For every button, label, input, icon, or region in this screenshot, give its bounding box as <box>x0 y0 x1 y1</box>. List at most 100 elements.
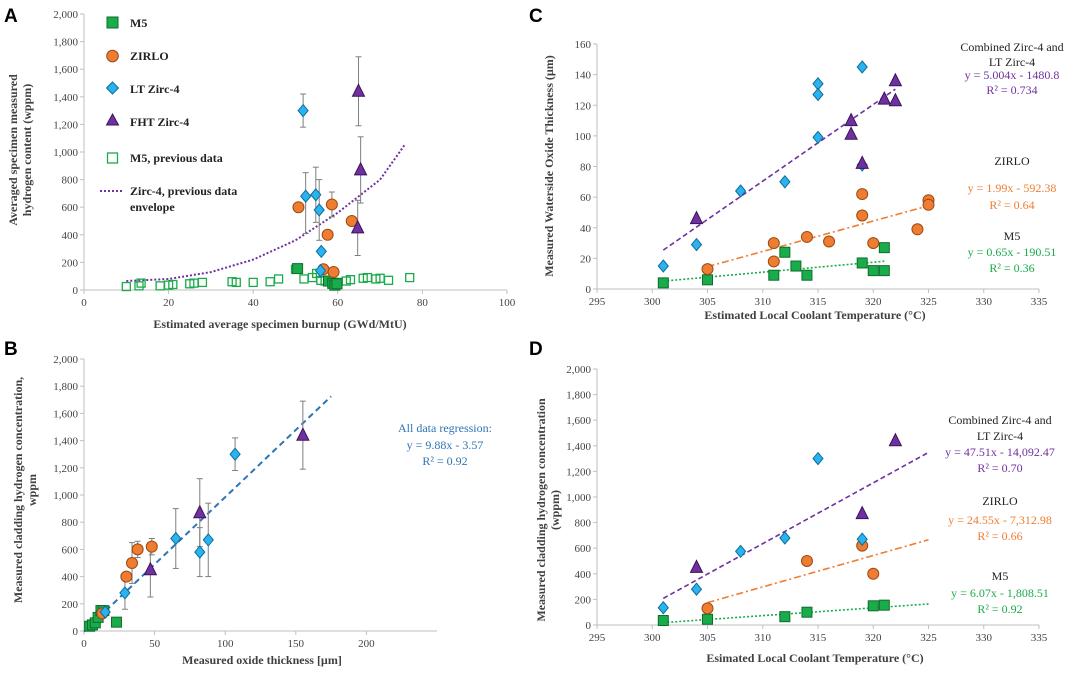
chart-b-point-lt-zirc4 <box>170 531 182 546</box>
chart-d-ann-zirlo-title: ZIRLO <box>982 494 1018 508</box>
chart-b-ytick-label: 1,000 <box>53 490 78 502</box>
chart-b-ytick-label: 0 <box>73 626 79 638</box>
chart-c-point-m5 <box>801 269 813 281</box>
chart-c-xtick-label: 325 <box>920 296 937 308</box>
chart-d-point-lt-zirc4 <box>657 600 669 615</box>
chart-a-xtick-label: 40 <box>248 297 260 309</box>
legend-m5-label: M5 <box>130 16 147 30</box>
chart-a-xtick-label: 80 <box>417 297 429 309</box>
chart-d-ann-m5-r2: R² = 0.92 <box>977 602 1022 616</box>
chart-a-ytick-label: 1,400 <box>53 92 78 104</box>
panel-label-c: C <box>529 6 543 27</box>
chart-d-xtick-label: 295 <box>589 632 606 644</box>
chart-d-ytick-label: 1,800 <box>566 390 591 402</box>
chart-c-ytick-label: 60 <box>580 192 592 204</box>
chart-d-ytick-label: 600 <box>575 543 592 555</box>
chart-c-fit-line-zirlo <box>707 204 929 268</box>
chart-c-point-zirlo <box>701 263 714 276</box>
chart-a-xtick-label: 100 <box>499 297 516 309</box>
chart-a-point-zirlo <box>327 266 340 279</box>
chart-c-xtick-label: 300 <box>644 296 661 308</box>
chart-d-point-zirlo <box>867 567 880 580</box>
chart-a-xtick-label: 20 <box>163 297 175 309</box>
chart-d-point-lt-zirc4 <box>856 532 868 546</box>
chart-a-xtick-label: 0 <box>81 297 87 309</box>
chart-d-ytick-label: 400 <box>575 569 592 581</box>
chart-d-xtick-label: 330 <box>976 632 993 644</box>
chart-c-xtick-label: 295 <box>589 296 606 308</box>
chart-d-point-m5 <box>702 613 713 625</box>
chart-b-ytick-label: 400 <box>62 572 79 584</box>
chart-b-xlabel: Measured oxide thickness [µm] <box>182 653 342 667</box>
chart-b-regression-title: All data regression: <box>398 421 492 435</box>
chart-b-ytick-label: 800 <box>62 517 79 529</box>
chart-d-fit-line-zirc4 <box>662 451 929 600</box>
chart-d-xtick-label: 305 <box>699 632 716 644</box>
chart-a-point-m5-previous <box>197 277 208 288</box>
chart-a-point-m5-previous <box>134 281 144 291</box>
chart-d-point-zirlo <box>701 602 714 615</box>
chart-c-point-m5 <box>867 265 879 277</box>
chart-c-fit-line-zirc4 <box>662 88 896 251</box>
chart-a-point-lt-zirc4 <box>313 203 325 217</box>
chart-c-point-lt-zirc4 <box>812 130 824 145</box>
chart-d-ytick-label: 1,600 <box>566 415 591 427</box>
chart-a-ytick-label: 800 <box>62 175 79 187</box>
chart-b-xtick-label: 100 <box>217 638 234 650</box>
chart-a-point-m5-previous <box>121 281 131 292</box>
chart-d-point-lt-zirc4 <box>812 451 824 466</box>
legend-fht-zirc4-marker <box>105 112 120 126</box>
chart-c-ann-zirc4-r2: R² = 0.734 <box>986 83 1037 97</box>
panel-label-a: A <box>4 6 18 27</box>
chart-c-ann-zirc4-title-1: Combined Zirc-4 and <box>960 40 1063 54</box>
chart-b-xtick-label: 50 <box>149 638 161 650</box>
chart-c-point-fht-zirc4 <box>888 92 903 107</box>
chart-c-ytick-label: 20 <box>580 253 592 265</box>
legend-zirlo-label: ZIRLO <box>130 49 169 63</box>
chart-b-point-zirlo <box>126 557 139 569</box>
chart-a-ytick-label: 1,200 <box>53 119 78 131</box>
chart-a-point-m5-previous <box>136 278 146 288</box>
chart-c-fit-line-m5 <box>663 260 885 282</box>
chart-a-point-m5 <box>292 263 304 275</box>
chart-d-ann-zirc4-title-2: LT Zirc-4 <box>977 429 1023 443</box>
chart-a-point-zirlo <box>292 201 305 214</box>
chart-a-point-m5-previous <box>383 275 394 285</box>
chart-b-ytick-label: 200 <box>62 599 79 611</box>
chart-b-ytick-label: 1,400 <box>53 436 78 448</box>
chart-a-legend: M5 ZIRLO LT Zirc-4 FHT Zirc-4 M5, previo… <box>100 16 237 214</box>
chart-c-ytick-label: 40 <box>580 223 592 235</box>
chart-a-ytick-label: 1,600 <box>53 64 78 76</box>
chart-d-point-fht-zirc4 <box>855 505 870 520</box>
chart-d-point-m5 <box>878 599 890 611</box>
chart-d-ytick-label: 1,000 <box>566 492 591 504</box>
chart-a-point-m5-previous <box>265 277 275 287</box>
chart-a-ytick-label: 0 <box>73 285 79 297</box>
chart-d-ann-m5-title: M5 <box>992 569 1009 583</box>
chart-a-point-zirlo <box>321 228 334 241</box>
chart-d-ytick-label: 1,400 <box>566 441 591 453</box>
chart-c-xtick-label: 315 <box>810 296 827 308</box>
chart-c-point-lt-zirc4 <box>734 184 747 198</box>
chart-d-ann-zirc4-r2: R² = 0.70 <box>977 461 1022 475</box>
chart-a-point-fht-zirc4 <box>353 161 368 176</box>
chart-b-point-zirlo <box>120 570 133 583</box>
legend-lt-zirc4-marker <box>105 81 120 95</box>
chart-b-ytick-label: 1,200 <box>53 463 78 475</box>
chart-c-point-lt-zirc4 <box>690 237 703 252</box>
chart-b-point-m5 <box>110 616 122 628</box>
chart-a-point-m5-previous <box>155 281 165 291</box>
chart-b-regression-line <box>83 395 332 633</box>
chart-d-xtick-label: 310 <box>755 632 772 644</box>
chart-c-ytick-label: 0 <box>586 284 592 296</box>
chart-b-ytick-label: 600 <box>62 544 79 556</box>
chart-c-point-zirlo <box>856 209 869 222</box>
chart-d-ytick-label: 0 <box>586 620 592 632</box>
chart-d-point-lt-zirc4 <box>734 544 747 559</box>
chart-c-point-lt-zirc4 <box>856 60 868 74</box>
chart-c-point-m5 <box>657 277 669 289</box>
chart-b-point-fht-zirc4 <box>143 561 158 576</box>
chart-b-point-lt-zirc4 <box>119 586 131 600</box>
chart-d-xlabel: Esimated Local Coolant Temperature (°C) <box>706 651 923 665</box>
chart-d-ann-m5-eq: y = 6.07x - 1,808.51 <box>951 586 1049 600</box>
